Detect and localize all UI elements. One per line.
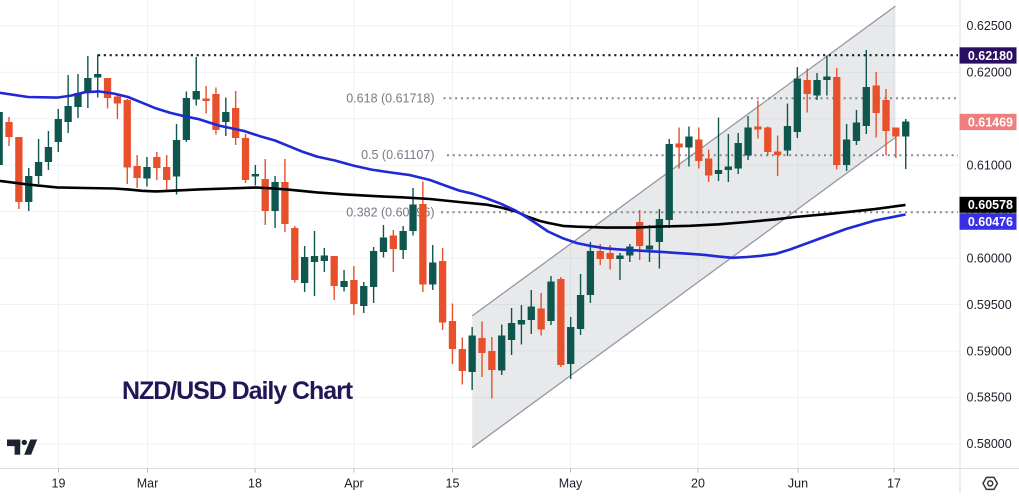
svg-text:May: May xyxy=(559,477,583,491)
svg-text:0.59500: 0.59500 xyxy=(967,298,1012,312)
svg-text:0.5 (0.61107): 0.5 (0.61107) xyxy=(361,148,434,162)
svg-text:Apr: Apr xyxy=(344,477,363,491)
svg-text:19: 19 xyxy=(52,477,66,491)
svg-text:Jun: Jun xyxy=(788,477,808,491)
svg-text:0.62500: 0.62500 xyxy=(967,19,1012,33)
svg-text:0.60000: 0.60000 xyxy=(967,251,1012,265)
svg-text:0.59000: 0.59000 xyxy=(967,344,1012,358)
svg-text:0.60476: 0.60476 xyxy=(968,215,1013,229)
svg-text:0.618 (0.61718): 0.618 (0.61718) xyxy=(346,91,434,105)
svg-text:0.61000: 0.61000 xyxy=(967,159,1012,173)
svg-text:0.58500: 0.58500 xyxy=(967,391,1012,405)
svg-text:0.62000: 0.62000 xyxy=(967,66,1012,80)
svg-text:NZD/USD Daily Chart: NZD/USD Daily Chart xyxy=(122,377,354,405)
svg-text:18: 18 xyxy=(248,477,262,491)
svg-text:17: 17 xyxy=(887,477,901,491)
svg-text:20: 20 xyxy=(691,477,705,491)
svg-text:0.61469: 0.61469 xyxy=(968,115,1013,129)
svg-text:0.58000: 0.58000 xyxy=(967,437,1012,451)
svg-text:Mar: Mar xyxy=(137,477,159,491)
svg-text:0.62180: 0.62180 xyxy=(968,49,1013,63)
svg-text:15: 15 xyxy=(446,477,460,491)
svg-text:0.60578: 0.60578 xyxy=(968,198,1013,212)
